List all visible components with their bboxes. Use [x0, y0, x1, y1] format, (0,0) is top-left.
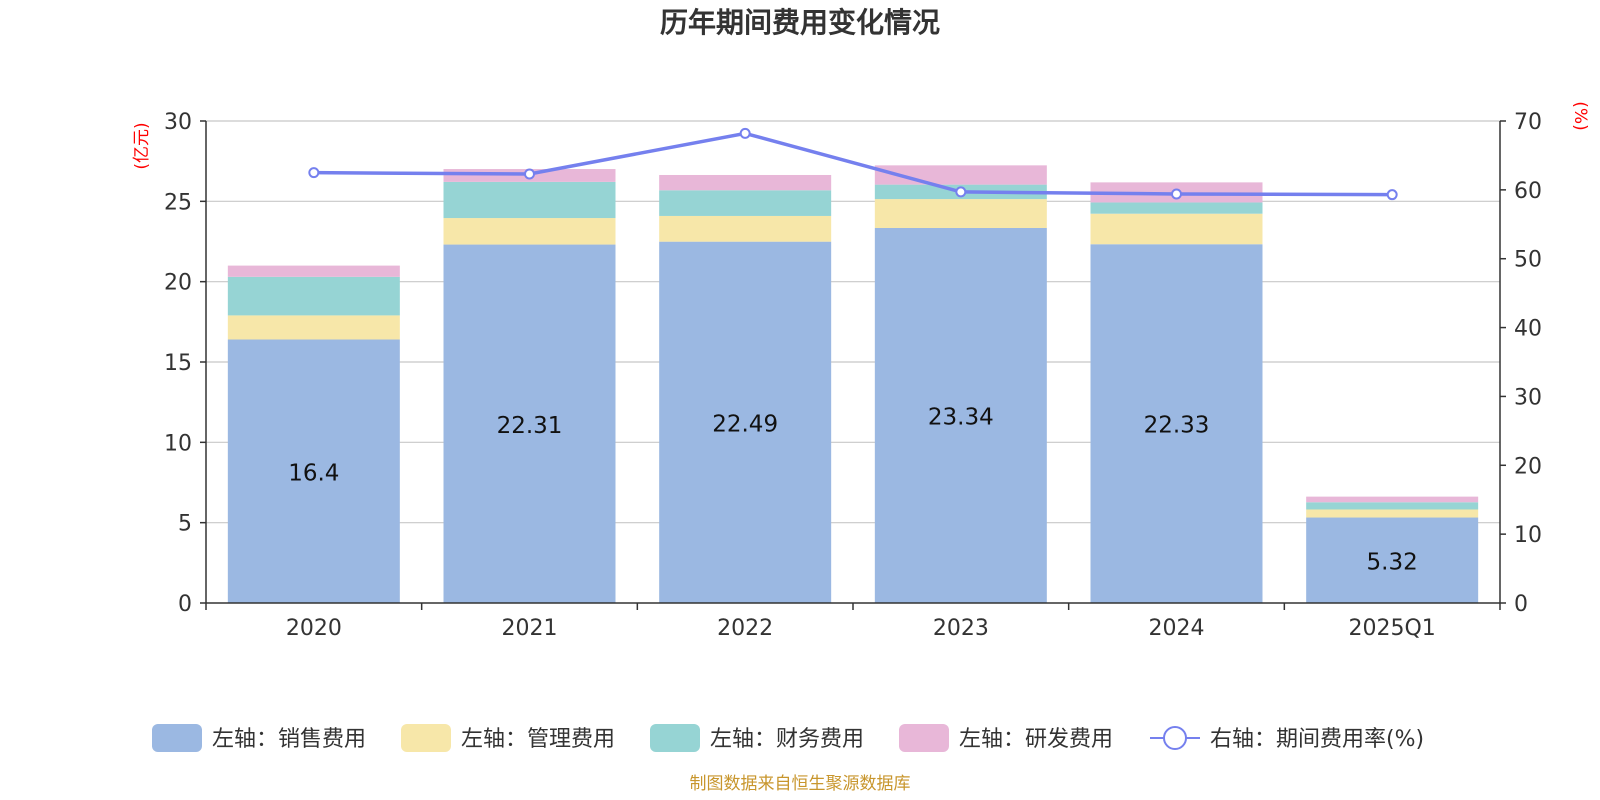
rate-point	[1386, 189, 1398, 201]
right-axis-tick-label: 10	[1514, 523, 1542, 548]
right-axis-tick-label: 0	[1514, 592, 1528, 617]
bar-segment	[874, 199, 1047, 229]
left-axis-tick-label: 15	[164, 351, 192, 376]
chart-title: 历年期间费用变化情况	[660, 6, 940, 39]
left-axis-tick-label: 25	[164, 190, 192, 215]
bar-segment	[1090, 202, 1263, 214]
rate-series-line	[313, 131, 1393, 197]
x-axis-tick-label: 2021	[502, 616, 558, 641]
bar-segment	[659, 215, 832, 242]
x-axis-tick-label: 2020	[286, 616, 342, 641]
bar-segment	[227, 265, 400, 277]
left-axis-tick-label: 0	[178, 592, 192, 617]
right-axis-tick-label: 70	[1514, 110, 1542, 135]
rate-point	[308, 167, 320, 179]
bar-value-label: 23.34	[928, 405, 994, 431]
left-axis-unit: (亿元)	[132, 122, 152, 169]
legend-swatch	[650, 724, 700, 752]
bar-segment	[227, 276, 400, 316]
bar-segment	[443, 218, 616, 245]
bar-segment	[1090, 244, 1263, 604]
right-axis-unit: (%)	[1570, 101, 1590, 130]
legend-label: 左轴：销售费用	[212, 727, 366, 752]
bar-segment	[659, 190, 832, 216]
right-axis-tick-label: 50	[1514, 248, 1542, 273]
legend-swatch	[152, 724, 202, 752]
rate-point	[739, 127, 751, 139]
bar-value-label: 22.49	[712, 411, 778, 437]
axes: 0 5 10 15 20 25 30 0 10 20 30 40 50 60 70 2020 2021 2022 2…	[164, 110, 1542, 641]
legend-label: 左轴：财务费用	[710, 727, 864, 752]
rate-line	[308, 127, 1398, 201]
legend-marker	[1163, 726, 1187, 750]
bar-value-label: 22.31	[497, 413, 563, 439]
bar-segment	[1306, 509, 1479, 518]
bar-labels: 16.4 22.31 22.49 23.34 22.33 5.32	[288, 405, 1418, 576]
x-axis-tick-label: 2023	[933, 616, 989, 641]
bar-segment	[227, 315, 400, 340]
bar-segment	[1090, 213, 1263, 245]
bar-segment	[874, 228, 1047, 603]
right-axis-tick-label: 20	[1514, 454, 1542, 479]
legend: 左轴：销售费用 左轴：管理费用 左轴：财务费用 左轴：研发费用 右轴：期间费用率(%)	[152, 724, 1424, 752]
bar-segment	[1306, 517, 1479, 603]
x-axis-tick-label: 2022	[717, 616, 773, 641]
left-axis-tick-label: 30	[164, 110, 192, 135]
bar-value-label: 22.33	[1144, 413, 1210, 439]
bar-segment	[659, 241, 832, 604]
right-axis-tick-label: 60	[1514, 179, 1542, 204]
bar-segment	[1306, 502, 1479, 510]
rate-point	[1171, 188, 1182, 200]
left-axis-tick-label: 20	[164, 271, 192, 296]
legend-swatch	[401, 724, 451, 752]
x-axis-tick-label: 2024	[1149, 616, 1205, 641]
bar-segment	[443, 181, 616, 219]
legend-label: 左轴：研发费用	[959, 727, 1113, 752]
grid	[206, 120, 1500, 524]
legend-label: 右轴：期间费用率(%)	[1210, 727, 1424, 752]
bar-value-label: 5.32	[1367, 549, 1418, 575]
bar-segment	[1306, 496, 1479, 503]
source-note: 制图数据来自恒生聚源数据库	[690, 774, 911, 794]
legend-label: 左轴：管理费用	[461, 727, 615, 752]
bar-segment	[659, 174, 832, 191]
bar-value-label: 16.4	[288, 460, 339, 486]
x-axis-tick-label: 2025Q1	[1349, 616, 1436, 641]
rate-point	[955, 186, 967, 198]
right-axis-tick-label: 40	[1514, 317, 1542, 342]
legend-swatch	[899, 724, 949, 752]
left-axis-tick-label: 5	[178, 512, 192, 537]
bar-segment	[443, 244, 616, 603]
bars	[227, 165, 1479, 604]
bar-segment	[227, 339, 400, 603]
rate-point	[524, 168, 535, 180]
right-axis-tick-label: 30	[1514, 385, 1542, 410]
left-axis-tick-label: 10	[164, 431, 192, 456]
